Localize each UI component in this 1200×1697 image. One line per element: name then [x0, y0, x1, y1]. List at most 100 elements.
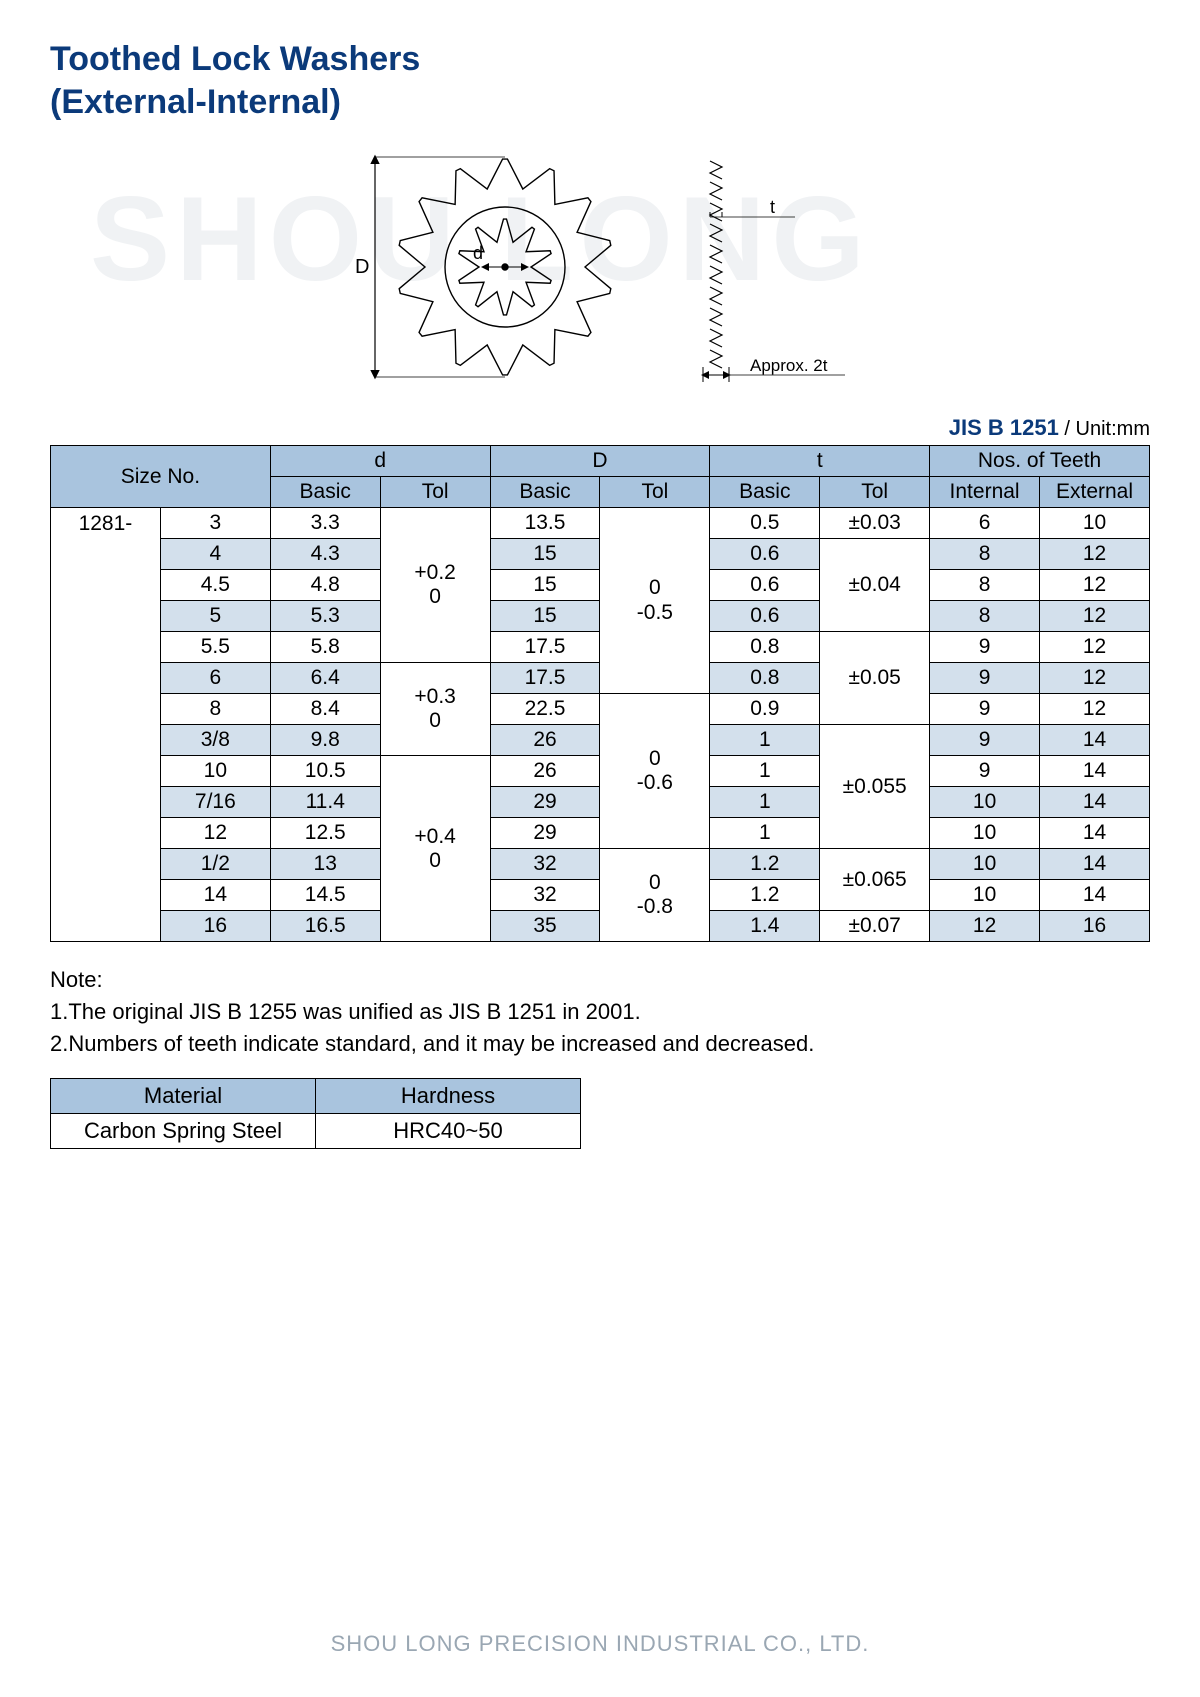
table-cell: 12: [1040, 663, 1150, 694]
table-cell: 11.4: [270, 787, 380, 818]
note-label: Note:: [50, 964, 1150, 996]
table-cell: 8: [160, 694, 270, 725]
table-cell: 16: [1040, 911, 1150, 942]
material-table: Material Hardness Carbon Spring Steel HR…: [50, 1078, 581, 1149]
label-D: D: [355, 256, 369, 278]
table-cell: 35: [490, 911, 600, 942]
table-cell: 3.3: [270, 508, 380, 539]
table-cell: 26: [490, 725, 600, 756]
table-cell: 1.4: [710, 911, 820, 942]
th-tol: Tol: [600, 477, 710, 508]
table-cell: 6: [160, 663, 270, 694]
table-cell: 3: [160, 508, 270, 539]
table-cell: 9.8: [270, 725, 380, 756]
table-cell: 10: [1040, 508, 1150, 539]
table-cell: 4: [160, 539, 270, 570]
tol-cell: +0.40: [380, 756, 490, 942]
th-internal: Internal: [930, 477, 1040, 508]
table-cell: 12.5: [270, 818, 380, 849]
th-material: Material: [51, 1078, 316, 1113]
td-material: Carbon Spring Steel: [51, 1113, 316, 1148]
tol-cell: ±0.055: [820, 725, 930, 849]
table-cell: 26: [490, 756, 600, 787]
th-tol: Tol: [380, 477, 490, 508]
table-cell: 1.2: [710, 880, 820, 911]
table-cell: 14: [1040, 756, 1150, 787]
title-line1: Toothed Lock Washers: [50, 40, 420, 78]
tol-cell: ±0.065: [820, 849, 930, 911]
diagram-side: t Approx. 2t: [675, 147, 855, 387]
tol-cell: 0-0.5: [600, 508, 710, 694]
table-cell: 16: [160, 911, 270, 942]
table-cell: 12: [1040, 570, 1150, 601]
table-cell: 17.5: [490, 663, 600, 694]
diagram-front: D d: [345, 147, 625, 387]
tol-cell: +0.20: [380, 508, 490, 663]
th-teeth: Nos. of Teeth: [930, 446, 1150, 477]
table-cell: 10: [930, 880, 1040, 911]
table-cell: 1: [710, 756, 820, 787]
spec-table: Size No. d D t Nos. of Teeth Basic Tol B…: [50, 445, 1150, 942]
page-title: Toothed Lock Washers (External-Internal): [50, 38, 1150, 123]
table-cell: 17.5: [490, 632, 600, 663]
table-cell: 1/2: [160, 849, 270, 880]
tol-cell: ±0.03: [820, 508, 930, 539]
tol-cell: 0-0.6: [600, 694, 710, 849]
table-cell: 0.8: [710, 663, 820, 694]
table-cell: 14: [160, 880, 270, 911]
table-cell: 29: [490, 787, 600, 818]
table-cell: 9: [930, 756, 1040, 787]
table-cell: 14: [1040, 725, 1150, 756]
table-cell: 22.5: [490, 694, 600, 725]
table-cell: 14: [1040, 849, 1150, 880]
table-cell: 12: [1040, 694, 1150, 725]
table-cell: 15: [490, 601, 600, 632]
standard-code: JIS B 1251: [949, 415, 1059, 440]
diagram: D d t Approx. 2t: [50, 137, 1150, 397]
table-cell: 12: [160, 818, 270, 849]
th-basic: Basic: [490, 477, 600, 508]
th-tol: Tol: [820, 477, 930, 508]
table-cell: 8: [930, 601, 1040, 632]
table-cell: 0.6: [710, 539, 820, 570]
table-cell: 10: [160, 756, 270, 787]
tol-cell: ±0.07: [820, 911, 930, 942]
table-cell: 10.5: [270, 756, 380, 787]
table-cell: 7/16: [160, 787, 270, 818]
table-cell: 10: [930, 849, 1040, 880]
th-D: D: [490, 446, 710, 477]
table-cell: 9: [930, 725, 1040, 756]
table-cell: 3/8: [160, 725, 270, 756]
label-t: t: [770, 197, 775, 217]
table-cell: 1.2: [710, 849, 820, 880]
tol-cell: ±0.04: [820, 539, 930, 632]
table-cell: 32: [490, 849, 600, 880]
table-cell: 1: [710, 787, 820, 818]
table-cell: 9: [930, 663, 1040, 694]
table-cell: 9: [930, 694, 1040, 725]
title-line2: (External-Internal): [50, 83, 341, 121]
tol-cell: ±0.05: [820, 632, 930, 725]
table-cell: 32: [490, 880, 600, 911]
table-cell: 4.8: [270, 570, 380, 601]
th-t: t: [710, 446, 930, 477]
table-cell: 12: [1040, 632, 1150, 663]
table-cell: 15: [490, 570, 600, 601]
table-cell: 4.3: [270, 539, 380, 570]
table-cell: 4.5: [160, 570, 270, 601]
note-section: Note: 1.The original JIS B 1255 was unif…: [50, 964, 1150, 1060]
table-cell: 5.3: [270, 601, 380, 632]
tol-cell: +0.30: [380, 663, 490, 756]
table-cell: 14: [1040, 880, 1150, 911]
th-hardness: Hardness: [316, 1078, 581, 1113]
th-basic: Basic: [710, 477, 820, 508]
table-cell: 10: [930, 818, 1040, 849]
spec-header: JIS B 1251 / Unit:mm: [50, 415, 1150, 441]
table-cell: 29: [490, 818, 600, 849]
note-2: 2.Numbers of teeth indicate standard, an…: [50, 1028, 1150, 1060]
table-cell: 10: [930, 787, 1040, 818]
prefix-cell: 1281-: [51, 508, 161, 942]
table-cell: 0.6: [710, 601, 820, 632]
th-d: d: [270, 446, 490, 477]
table-cell: 14.5: [270, 880, 380, 911]
